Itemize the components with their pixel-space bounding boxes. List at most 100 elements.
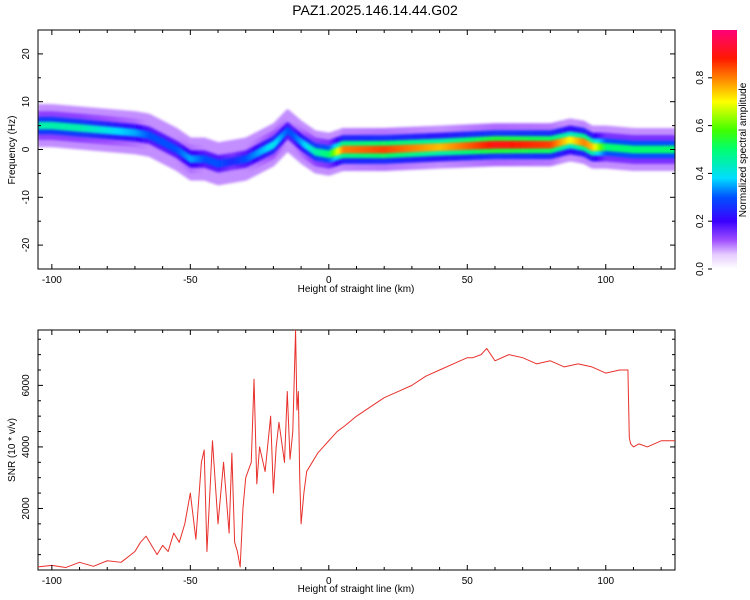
heatmap-cell — [278, 134, 281, 143]
heatmap-cell — [240, 156, 243, 164]
heatmap-cell — [197, 155, 200, 163]
heatmap-cell — [140, 130, 143, 138]
snr-x-axis-label: Height of straight line (km) — [298, 584, 415, 595]
heatmap-cell — [141, 130, 144, 138]
heatmap-cell — [571, 136, 574, 145]
heatmap-cell — [337, 147, 340, 155]
heatmap-cell — [597, 143, 600, 151]
heatmap-cell — [296, 135, 299, 144]
heatmap-cell — [496, 140, 499, 149]
heatmap-cell — [238, 156, 241, 164]
snr-panel: -100 -50 0 50 100 2000 4000 6000 Height of str… — [7, 329, 676, 595]
heatmap-cell — [626, 145, 629, 153]
ridge-layer — [38, 121, 675, 168]
heatmap-cell — [612, 143, 615, 152]
heatmap-cell — [60, 122, 63, 131]
colorbar-label: Normalized spectral amplitude — [738, 82, 749, 217]
heatmap-cell — [438, 143, 441, 151]
heatmap-cell — [130, 128, 133, 137]
heatmap-cell — [562, 137, 565, 146]
heatmap-cell — [294, 133, 297, 141]
heatmap-cell — [406, 144, 409, 153]
x-tick-label: 0 — [326, 275, 332, 286]
heatmap-cell — [515, 140, 518, 149]
heatmap-cell — [514, 140, 517, 149]
heatmap-cell — [596, 143, 599, 151]
heatmap-cell — [650, 145, 653, 154]
colorbar-tick-label: 0.6 — [695, 118, 706, 132]
heatmap-cell — [143, 130, 146, 139]
heatmap-cell — [123, 128, 126, 136]
heatmap-cell — [277, 135, 280, 144]
heatmap-cell — [449, 142, 452, 151]
heatmap-cell — [262, 146, 265, 154]
heatmap-cell — [58, 122, 61, 131]
heatmap-cell — [291, 130, 294, 139]
heatmap-cell — [548, 140, 551, 149]
heatmap-cell — [445, 143, 448, 151]
heatmap-cell — [227, 158, 230, 166]
heatmap-cell — [555, 139, 558, 148]
heatmap-cell — [241, 155, 244, 164]
heatmap-cell — [366, 145, 369, 154]
heatmap-cell — [468, 142, 471, 150]
heatmap-cell — [193, 155, 196, 163]
heatmap-cell — [643, 145, 646, 154]
heatmap-cell — [230, 157, 233, 166]
heatmap-cell — [133, 128, 136, 137]
x-tick-label: 50 — [462, 576, 474, 587]
heatmap-cell — [560, 138, 563, 146]
heatmap-cell — [591, 143, 594, 151]
heatmap-cell — [285, 127, 288, 135]
heatmap-cell — [280, 133, 283, 141]
heatmap-cell — [582, 138, 585, 147]
heatmap-cell — [147, 131, 150, 139]
heatmap-cell — [373, 145, 376, 154]
heatmap-cell — [61, 122, 64, 131]
heatmap-cell — [435, 143, 438, 152]
colorbar-tick-label: 0.8 — [695, 70, 706, 84]
heatmap-cell — [629, 145, 632, 154]
heatmap-cell — [128, 128, 130, 137]
heatmap-cell — [421, 144, 424, 152]
heatmap-cell — [375, 145, 378, 154]
heatmap-cell — [342, 145, 345, 154]
heatmap-cell — [78, 124, 81, 132]
heatmap-cell — [580, 138, 583, 146]
heatmap-cell — [611, 143, 614, 152]
heatmap-cell — [497, 140, 500, 149]
heatmap-cell — [553, 140, 556, 148]
heatmap-cell — [446, 142, 449, 151]
heatmap-cell — [287, 127, 290, 135]
heatmap-cell — [256, 149, 259, 157]
heatmap-cell — [305, 141, 308, 150]
heatmap-cell — [384, 145, 387, 154]
heatmap-cell — [593, 143, 596, 151]
heatmap-cell — [483, 141, 486, 149]
heatmap-cell — [551, 140, 554, 149]
heatmap-cell — [644, 145, 647, 154]
heatmap-cell — [198, 155, 201, 163]
heatmap-cell — [362, 145, 365, 154]
heatmap-cell — [79, 124, 82, 132]
heatmap-cell — [265, 144, 268, 153]
x-tick-label: -50 — [183, 576, 198, 587]
heatmap-cell — [186, 152, 189, 161]
heatmap-cell — [316, 148, 319, 157]
heatmap-cell — [639, 145, 641, 154]
heatmap-cell — [323, 149, 326, 158]
heatmap-cell — [263, 145, 266, 154]
heatmap-cell — [283, 130, 286, 138]
snr-series-line — [38, 330, 675, 569]
heatmap-cell — [450, 142, 453, 151]
heatmap-cell — [637, 145, 640, 154]
heatmap-cell — [614, 144, 617, 152]
heatmap-cell — [330, 149, 333, 158]
heatmap-cell — [661, 145, 664, 154]
heatmap-cell — [521, 140, 524, 149]
heatmap-cell — [594, 143, 597, 151]
heatmap-cell — [432, 143, 435, 152]
x-tick-label: -100 — [42, 275, 62, 286]
heatmap-cell — [587, 141, 590, 149]
